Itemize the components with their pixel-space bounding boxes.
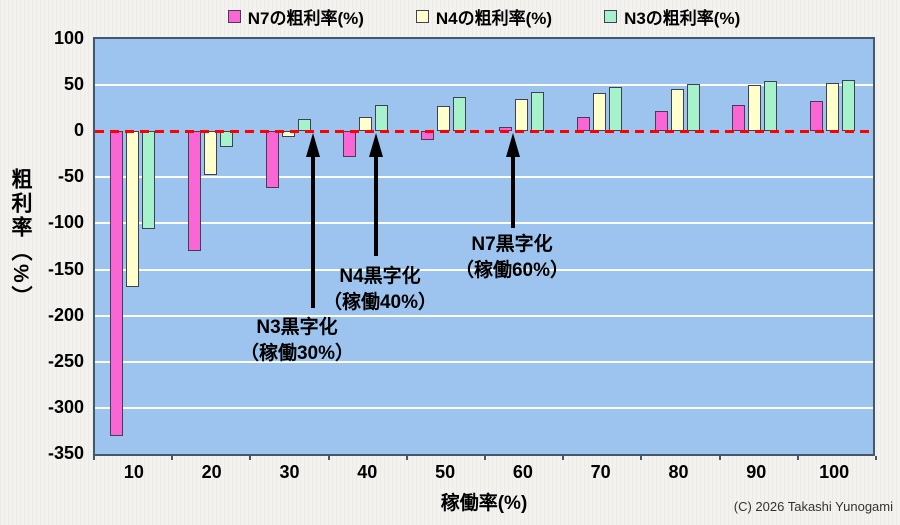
legend-item-n4: N4の粗利率(%) bbox=[415, 4, 553, 29]
bar-n3-90 bbox=[764, 81, 778, 132]
gridline bbox=[95, 406, 873, 409]
y-tick-label: -250 bbox=[47, 350, 84, 371]
x-axis-tick-mark bbox=[562, 456, 565, 460]
legend-item-n3: N3の粗利率(%) bbox=[604, 4, 740, 29]
gridline bbox=[95, 314, 873, 317]
x-axis-tick-mark bbox=[484, 456, 486, 460]
bar-n7-20 bbox=[187, 131, 201, 252]
bar-n4-100 bbox=[826, 83, 840, 132]
y-axis-title: 粗利率（%） bbox=[9, 168, 32, 310]
bar-n7-100 bbox=[810, 100, 824, 132]
annotation-n7-line2: （稼働60%） bbox=[454, 260, 570, 281]
bar-n4-10 bbox=[125, 131, 139, 288]
gridline bbox=[95, 222, 873, 225]
x-axis-tick-mark bbox=[93, 456, 95, 460]
legend-label-n7: N7の粗利率(%) bbox=[247, 8, 364, 28]
bar-n3-100 bbox=[842, 79, 856, 132]
bar-n7-90 bbox=[732, 105, 746, 132]
gridline bbox=[95, 176, 873, 179]
x-axis-tick-mark bbox=[875, 456, 877, 460]
legend-item-n7: N7の粗利率(%) bbox=[227, 4, 364, 29]
y-tick-label: -150 bbox=[47, 258, 84, 279]
bar-n7-40 bbox=[343, 131, 357, 158]
x-axis-title: 稼働率(%) bbox=[440, 493, 528, 514]
x-tick-label: 40 bbox=[357, 462, 378, 482]
bar-n3-80 bbox=[686, 84, 700, 132]
x-axis-tick-mark bbox=[249, 456, 252, 460]
x-axis-tick-mark bbox=[718, 456, 721, 460]
legend-label-n4: N4の粗利率(%) bbox=[435, 8, 553, 28]
x-tick-label: 50 bbox=[435, 462, 456, 482]
x-tick-label: 10 bbox=[123, 462, 144, 482]
annotation-n4-line2: （稼働40%） bbox=[322, 292, 438, 313]
n4-series-swatch-icon bbox=[415, 9, 429, 23]
bar-n7-30 bbox=[265, 131, 279, 189]
x-tick-label: 90 bbox=[746, 462, 767, 482]
annotation-n7-breakeven: N7黒字化 （稼働60%） bbox=[437, 232, 587, 284]
y-tick-label: -100 bbox=[47, 212, 84, 233]
x-tick-label: 70 bbox=[590, 462, 611, 482]
gridline bbox=[95, 360, 873, 363]
legend-label-n3: N3の粗利率(%) bbox=[624, 8, 741, 28]
legend: N7の粗利率(%) N4の粗利率(%) N3の粗利率(%) bbox=[93, 3, 875, 29]
bar-n3-40 bbox=[375, 105, 389, 132]
annotation-n3-breakeven: N3黒字化 （稼働30%） bbox=[222, 315, 372, 367]
x-axis-tick-mark bbox=[640, 456, 643, 460]
x-axis-tick-mark bbox=[405, 456, 408, 460]
bar-n3-20 bbox=[219, 131, 233, 147]
n7-series-swatch-icon bbox=[227, 9, 241, 23]
bar-n4-70 bbox=[592, 93, 606, 132]
n3-series-swatch-icon bbox=[604, 9, 618, 23]
bar-n7-10 bbox=[109, 131, 123, 436]
zero-baseline bbox=[95, 130, 873, 134]
bar-n4-20 bbox=[203, 131, 217, 175]
copyright-text: (C) 2026 Takashi Yunogami bbox=[733, 499, 893, 514]
x-tick-label: 30 bbox=[279, 462, 300, 482]
bar-n3-60 bbox=[530, 91, 544, 132]
bar-n4-60 bbox=[514, 98, 528, 132]
y-tick-label: -50 bbox=[57, 166, 84, 187]
bar-n4-80 bbox=[670, 88, 684, 132]
annotation-n3-line1: N3黒字化 bbox=[256, 317, 338, 338]
x-tick-label: 60 bbox=[512, 462, 533, 482]
bar-n7-80 bbox=[654, 110, 668, 132]
bar-n3-10 bbox=[141, 131, 155, 229]
bar-n4-40 bbox=[359, 117, 373, 132]
annotation-n3-line2: （稼働30%） bbox=[239, 343, 355, 364]
gridline bbox=[95, 84, 873, 87]
bar-n7-70 bbox=[576, 117, 590, 132]
x-tick-label: 80 bbox=[668, 462, 689, 482]
annotation-n4-line1: N4黒字化 bbox=[339, 266, 421, 287]
y-tick-label: -200 bbox=[47, 304, 84, 325]
gridline bbox=[95, 268, 873, 271]
y-tick-label: 50 bbox=[63, 74, 84, 95]
bar-n4-50 bbox=[437, 106, 451, 132]
y-tick-label: -300 bbox=[47, 396, 84, 417]
x-axis-tick-mark bbox=[796, 456, 799, 460]
x-axis-tick-mark bbox=[171, 456, 174, 460]
annotation-n7-line1: N7黒字化 bbox=[471, 234, 553, 255]
bar-n3-50 bbox=[453, 97, 467, 132]
y-tick-label: 0 bbox=[73, 120, 84, 141]
x-axis-tick-mark bbox=[327, 456, 330, 460]
plot-area bbox=[93, 37, 875, 456]
bar-n4-90 bbox=[748, 85, 762, 132]
y-tick-label: -350 bbox=[47, 443, 84, 463]
x-tick-label: 20 bbox=[201, 462, 222, 482]
annotation-n4-breakeven: N4黒字化 （稼働40%） bbox=[305, 264, 455, 316]
y-tick-label: 100 bbox=[53, 28, 84, 48]
x-tick-label: 100 bbox=[819, 462, 850, 482]
bar-n3-70 bbox=[608, 86, 622, 132]
